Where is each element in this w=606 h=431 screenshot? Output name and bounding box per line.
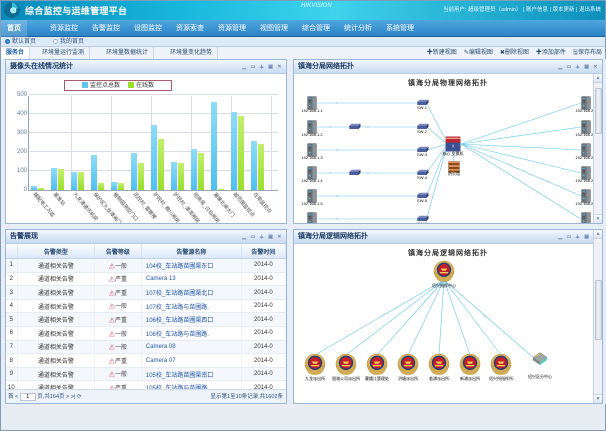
svg-text:九龙派出所: 九龙派出所 (305, 375, 325, 381)
svg-text:核心 交换机: 核心 交换机 (442, 150, 463, 156)
svg-text:192.168.1.3: 192.168.1.3 (301, 155, 323, 160)
svg-text:192.168.1.1: 192.168.1.1 (301, 108, 323, 113)
svg-text:SW-2: SW-2 (417, 129, 428, 134)
svg-text:SW-3: SW-3 (417, 152, 428, 157)
svg-text:SW-1: SW-1 (417, 105, 428, 110)
svg-text:防火墙: 防火墙 (448, 170, 460, 176)
svg-text:192.168.1.5: 192.168.1.5 (301, 201, 323, 206)
svg-text:临浦派出所: 临浦派出所 (429, 375, 449, 381)
svg-text:192.168.1.2: 192.168.1.2 (301, 132, 323, 137)
svg-text:SW-6: SW-6 (417, 221, 428, 223)
svg-text:绍兴区分中心: 绍兴区分中心 (528, 373, 552, 379)
svg-text:SW-4: SW-4 (417, 175, 428, 180)
svg-text:新浦派出所: 新浦派出所 (460, 375, 480, 381)
svg-text:X: X (452, 144, 455, 149)
svg-text:曹娥江管理处: 曹娥江管理处 (365, 375, 389, 381)
svg-text:绍兴所指挥所: 绍兴所指挥所 (489, 375, 513, 381)
svg-text:192.168.1.4: 192.168.1.4 (301, 178, 323, 183)
svg-text:绍兴指挥中心: 绍兴指挥中心 (432, 282, 456, 288)
svg-text:洪塘派出所: 洪塘派出所 (398, 375, 418, 381)
svg-text:SW-5: SW-5 (417, 198, 428, 203)
svg-text:银湖公司派出所: 银湖公司派出所 (332, 375, 360, 381)
